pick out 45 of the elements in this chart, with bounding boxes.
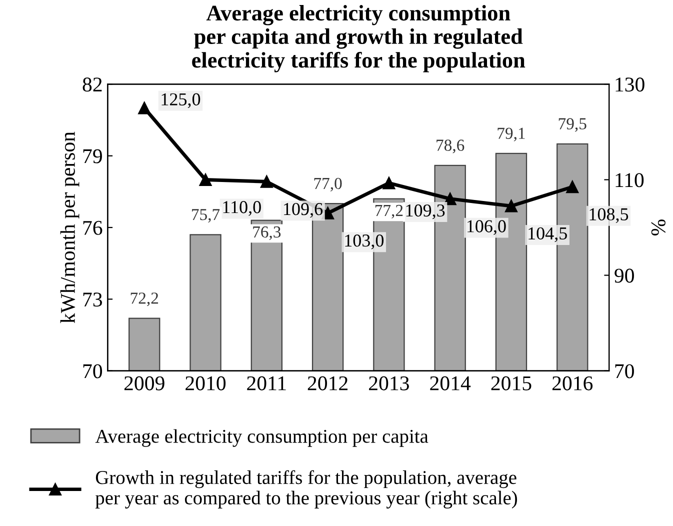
point (444, 192, 456, 206)
point (566, 180, 579, 194)
x-tick-label: 2015 (491, 376, 532, 390)
data-label: 76,3 (253, 226, 281, 240)
y2-tick-label: 130 (616, 78, 644, 92)
x-tick-label: 2014 (430, 376, 471, 390)
data-label: 77,0 (314, 178, 342, 192)
data-label: 109,3 (406, 204, 445, 220)
x-tick-label: 2011 (247, 376, 286, 390)
y-tick-label: 79 (83, 149, 102, 164)
data-label: 75,7 (192, 209, 220, 223)
point (138, 102, 151, 114)
x-tick-label: 2009 (124, 376, 164, 390)
chart-title: Average electricity consumption per capita and growth in regulated electricity tariffs for the population (192, 4, 526, 72)
y-axis-title: kWh/month per person (60, 132, 80, 324)
data-label: 79,5 (558, 118, 586, 132)
data-label: 78,6 (436, 140, 464, 154)
y2-axis-title: % (651, 220, 666, 236)
y-tick-label: 82 (82, 78, 102, 92)
point (260, 175, 273, 188)
data-label: 104,5 (528, 227, 567, 242)
y-tick-label: 73 (83, 292, 102, 307)
point (504, 200, 518, 212)
data-label: 77,2 (375, 204, 403, 219)
data-label: 79,1 (498, 128, 525, 142)
data-label: 72,2 (130, 292, 158, 306)
y-tick-label: 76 (83, 220, 102, 235)
point (199, 173, 212, 186)
legend-label: Average electricity consumption per capita (95, 429, 428, 447)
legend-label: Growth in regulated tariffs for the population, average per year as compared to the previous year (right scale) (95, 470, 517, 508)
data-label: 110,0 (223, 201, 261, 216)
data-label: 108,5 (590, 208, 628, 223)
y2-tick-label: 70 (615, 364, 634, 378)
x-tick-label: 2013 (369, 376, 409, 390)
x-tick-label: 2016 (552, 376, 593, 390)
data-label: 125,0 (162, 93, 200, 108)
y2-tick-label: 90 (614, 268, 634, 283)
x-tick-label: 2012 (308, 376, 348, 390)
x-tick-label: 2010 (186, 376, 226, 390)
data-label: 109,6 (284, 202, 323, 218)
data-label: 103,0 (345, 234, 384, 250)
y-tick-label: 70 (83, 364, 102, 378)
data-label: 106,0 (467, 220, 506, 235)
point (382, 176, 396, 190)
y2-tick-label: 110 (616, 173, 644, 188)
